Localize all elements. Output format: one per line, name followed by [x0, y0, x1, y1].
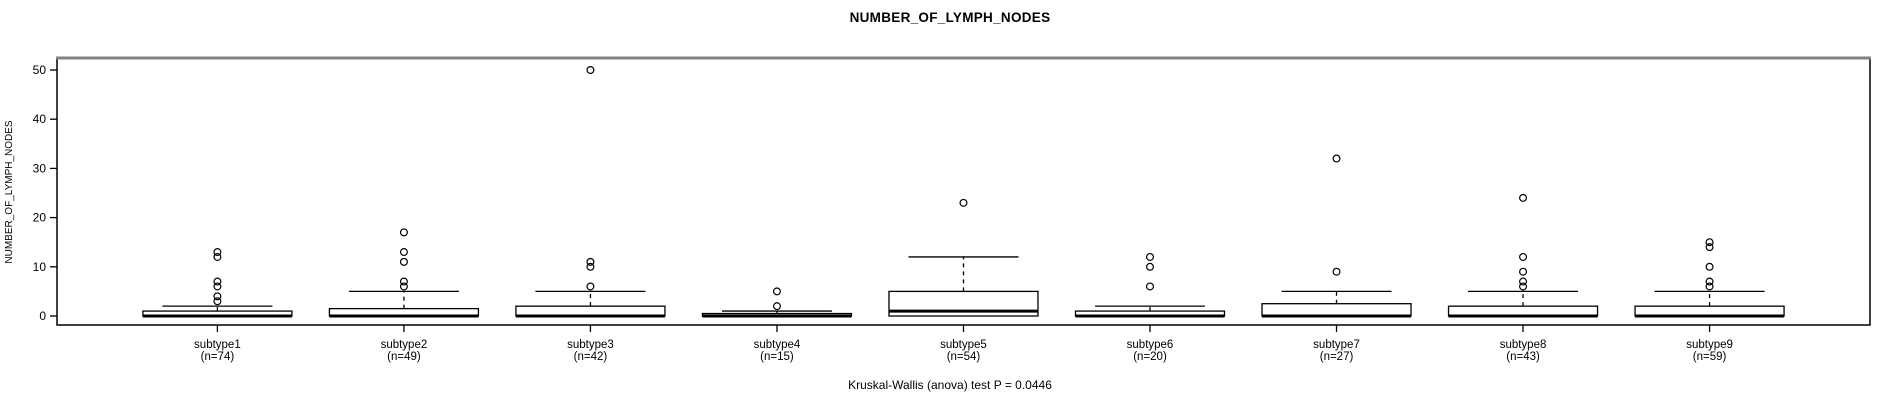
y-axis-label: NUMBER_OF_LYMPH_NODES	[4, 120, 15, 264]
y-tick-label: 0	[39, 309, 46, 323]
plot-frame	[56, 57, 1871, 326]
x-tick-label: subtype6	[1127, 339, 1174, 351]
chart-title: NUMBER_OF_LYMPH_NODES	[850, 10, 1051, 25]
outlier-point	[1705, 243, 1714, 252]
x-tick-sample-size: (n=74)	[201, 351, 235, 363]
outlier-point	[1705, 238, 1714, 247]
outlier-point	[1519, 193, 1528, 202]
x-tick-label: subtype9	[1686, 339, 1733, 351]
x-tick-sample-size: (n=15)	[760, 351, 794, 363]
plot-area: 0 10 20 30 40 50 subtype1(n=74) subtype2(n=49) s…	[33, 56, 1871, 363]
outlier-point	[586, 262, 595, 271]
y-tick-label: 20	[33, 211, 47, 225]
outlier-point	[213, 297, 222, 306]
stat-test-caption: Kruskal-Wallis (anova) test P = 0.0446	[848, 378, 1052, 392]
outlier-point	[586, 65, 595, 74]
outlier-point	[1519, 267, 1528, 276]
outlier-point	[772, 287, 781, 296]
outlier-point	[399, 277, 408, 286]
x-tick-label: subtype3	[567, 339, 614, 351]
outlier-point	[213, 282, 222, 291]
outlier-point	[1145, 282, 1154, 291]
x-tick-label: subtype1	[194, 339, 241, 351]
x-tick-sample-size: (n=42)	[574, 351, 608, 363]
outlier-point	[1705, 262, 1714, 271]
outlier-point	[1332, 267, 1341, 276]
outlier-point	[399, 282, 408, 291]
x-tick-label: subtype7	[1313, 339, 1360, 351]
outlier-point	[772, 302, 781, 311]
outlier-point	[1519, 277, 1528, 286]
outlier-point	[399, 248, 408, 257]
y-tick-label: 40	[33, 112, 47, 126]
x-tick-label: subtype5	[940, 339, 987, 351]
outlier-point	[1519, 282, 1528, 291]
outlier-point	[213, 248, 222, 257]
outlier-point	[959, 198, 968, 207]
outlier-point	[213, 292, 222, 301]
outlier-point	[1705, 282, 1714, 291]
x-tick-label: subtype8	[1500, 339, 1547, 351]
x-tick-label: subtype2	[381, 339, 428, 351]
outlier-point	[1332, 154, 1341, 163]
outlier-point	[586, 257, 595, 266]
x-tick-sample-size: (n=20)	[1133, 351, 1167, 363]
x-tick-sample-size: (n=43)	[1506, 351, 1540, 363]
box-subtype7	[1261, 303, 1412, 317]
outlier-point	[213, 252, 222, 261]
outlier-point	[1145, 252, 1154, 261]
x-tick-sample-size: (n=27)	[1320, 351, 1354, 363]
y-tick-label: 10	[33, 260, 47, 274]
outlier-point	[586, 282, 595, 291]
x-tick-sample-size: (n=59)	[1693, 351, 1727, 363]
x-tick-label: subtype4	[754, 339, 801, 351]
x-tick-sample-size: (n=49)	[387, 351, 421, 363]
y-tick-label: 50	[33, 63, 47, 77]
outlier-point	[1145, 262, 1154, 271]
outlier-point	[1705, 277, 1714, 286]
outlier-point	[213, 277, 222, 286]
outlier-point	[1519, 252, 1528, 261]
x-tick-sample-size: (n=54)	[947, 351, 981, 363]
outlier-point	[399, 228, 408, 237]
outlier-point	[399, 257, 408, 266]
y-tick-label: 30	[33, 161, 47, 175]
